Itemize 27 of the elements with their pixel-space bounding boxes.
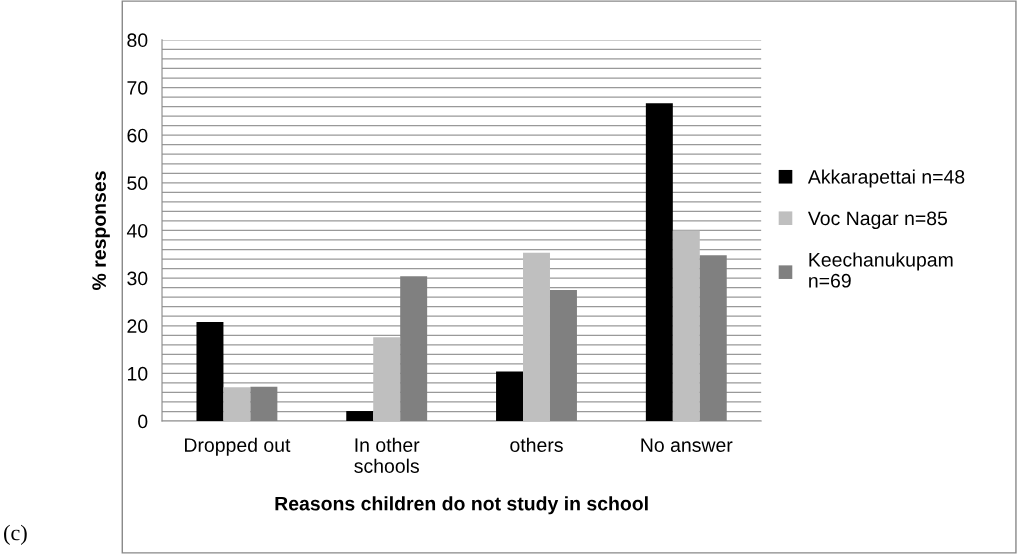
y-tick-label: 20	[127, 319, 148, 333]
legend-label: Voc Nagar n=85	[807, 211, 948, 230]
legend-label: Keechanukupam n=69	[809, 252, 953, 288]
text: (c)	[4, 524, 27, 545]
y-tick-label: 0	[138, 414, 148, 429]
y-tick-label: 70	[127, 81, 148, 95]
bar	[196, 321, 224, 422]
x-tick-label: In other schools	[354, 437, 420, 473]
x-tick-label: No answer	[641, 438, 733, 452]
bar	[496, 371, 524, 422]
bar	[672, 230, 700, 422]
x-tick-label: Dropped out	[185, 437, 291, 456]
y-tick-label: 10	[127, 366, 148, 381]
x-axis-title: Reasons children do not study in school	[275, 496, 648, 515]
y-axis-title: % responses	[92, 171, 110, 290]
bar	[523, 252, 550, 422]
legend-label: Akkarapettai n=48	[807, 169, 965, 188]
bar	[223, 387, 251, 422]
y-tick-label: 30	[127, 271, 148, 286]
y-tick-label: 40	[126, 223, 148, 238]
y-tick-label: 60	[127, 128, 148, 143]
y-tick-label: 80	[127, 33, 148, 48]
bar	[346, 411, 374, 422]
x-tick-label: others	[510, 437, 563, 452]
y-tick-label: 50	[127, 176, 148, 191]
bar	[373, 337, 401, 422]
bar	[645, 103, 673, 422]
